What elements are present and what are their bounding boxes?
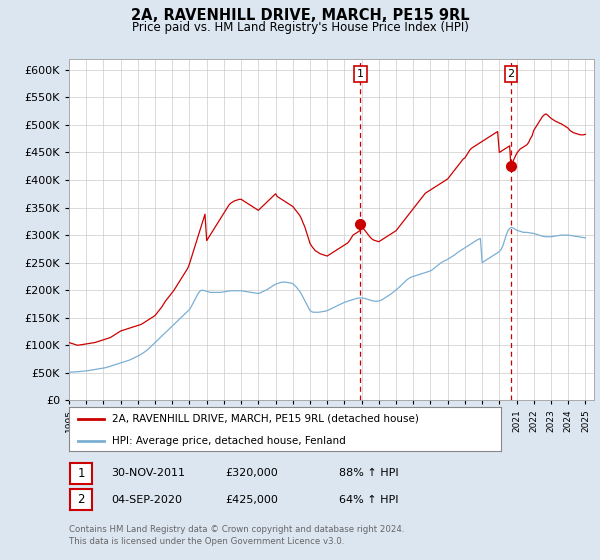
Text: 04-SEP-2020: 04-SEP-2020 <box>111 494 182 505</box>
Text: Contains HM Land Registry data © Crown copyright and database right 2024.
This d: Contains HM Land Registry data © Crown c… <box>69 525 404 546</box>
Text: 2: 2 <box>507 69 514 79</box>
Text: HPI: Average price, detached house, Fenland: HPI: Average price, detached house, Fenl… <box>112 436 346 446</box>
Text: 2A, RAVENHILL DRIVE, MARCH, PE15 9RL: 2A, RAVENHILL DRIVE, MARCH, PE15 9RL <box>131 8 469 24</box>
Text: 30-NOV-2011: 30-NOV-2011 <box>111 468 185 478</box>
Text: 2A, RAVENHILL DRIVE, MARCH, PE15 9RL (detached house): 2A, RAVENHILL DRIVE, MARCH, PE15 9RL (de… <box>112 414 419 424</box>
Text: 2: 2 <box>77 493 85 506</box>
Text: £425,000: £425,000 <box>225 494 278 505</box>
Text: 1: 1 <box>77 466 85 480</box>
Text: £320,000: £320,000 <box>225 468 278 478</box>
Text: 1: 1 <box>357 69 364 79</box>
Text: 64% ↑ HPI: 64% ↑ HPI <box>339 494 398 505</box>
Text: Price paid vs. HM Land Registry's House Price Index (HPI): Price paid vs. HM Land Registry's House … <box>131 21 469 34</box>
Text: 88% ↑ HPI: 88% ↑ HPI <box>339 468 398 478</box>
